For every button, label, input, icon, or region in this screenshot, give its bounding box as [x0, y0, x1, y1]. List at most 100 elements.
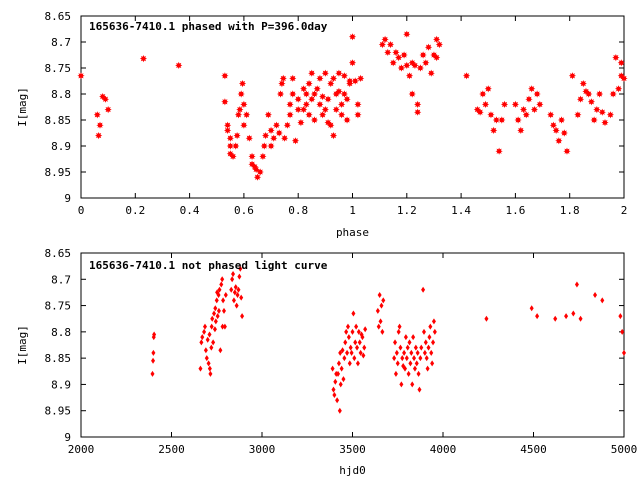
data-point: [397, 323, 402, 330]
data-point: [345, 323, 350, 330]
y-tick-label: 8.9: [51, 378, 71, 391]
data-point: [432, 328, 437, 335]
data-point: [259, 152, 267, 160]
data-point: [237, 273, 242, 280]
data-point: [618, 313, 623, 320]
data-point: [202, 323, 207, 330]
data-point: [407, 339, 412, 346]
x-tick-label: 3000: [249, 443, 276, 456]
data-point: [363, 326, 368, 333]
data-point: [431, 339, 436, 346]
data-point: [354, 111, 362, 119]
data-point: [278, 80, 286, 88]
y-tick-label: 8.75: [45, 300, 72, 313]
data-point: [93, 111, 101, 119]
data-point: [150, 370, 155, 377]
chart-title: 165636-7410.1 phased with P=396.0day: [89, 20, 328, 33]
data-point: [321, 69, 329, 77]
data-point: [330, 365, 335, 372]
data-point: [378, 318, 383, 325]
data-point: [213, 305, 218, 312]
data-point: [571, 310, 576, 317]
data-point: [332, 106, 340, 114]
data-point: [495, 147, 503, 155]
x-tick-label: 2000: [68, 443, 95, 456]
data-point: [281, 134, 289, 142]
data-point: [433, 35, 441, 43]
data-point: [267, 126, 275, 134]
data-point: [203, 347, 208, 354]
data-point: [199, 339, 204, 346]
data-point: [620, 74, 628, 82]
y-tick-label: 8.8: [51, 88, 71, 101]
data-point: [578, 315, 583, 322]
data-point: [424, 355, 429, 362]
data-point: [276, 90, 285, 98]
x-tick-label: 1.8: [560, 204, 580, 217]
data-point: [530, 106, 538, 114]
data-point: [484, 85, 492, 93]
x-tick-label: 3500: [339, 443, 366, 456]
data-point: [414, 108, 422, 116]
data-point: [435, 41, 443, 49]
data-point: [226, 142, 234, 150]
data-point: [427, 334, 432, 341]
data-point: [553, 315, 558, 322]
data-point: [349, 349, 354, 356]
data-point: [590, 116, 598, 124]
data-point: [400, 355, 405, 362]
data-point: [549, 121, 558, 129]
data-point: [101, 95, 110, 103]
data-point: [152, 331, 157, 338]
data-point: [329, 74, 338, 82]
data-point: [397, 64, 405, 72]
data-point: [426, 344, 431, 351]
data-series: [77, 30, 628, 181]
data-point: [511, 100, 519, 108]
data-point: [595, 90, 604, 98]
data-point: [514, 116, 522, 124]
data-point: [356, 328, 361, 335]
data-point: [283, 121, 291, 129]
data-point: [522, 111, 530, 119]
data-point: [593, 106, 601, 114]
data-point: [500, 100, 509, 108]
data-point: [535, 313, 540, 320]
data-point: [204, 355, 209, 362]
data-point: [427, 69, 435, 77]
data-point: [598, 108, 606, 116]
data-point: [402, 365, 407, 372]
data-point: [305, 80, 313, 88]
data-point: [264, 111, 272, 119]
data-point: [297, 119, 305, 127]
data-point: [481, 100, 490, 108]
data-point: [305, 111, 313, 119]
data-point: [216, 307, 221, 314]
data-point: [211, 339, 216, 346]
data-point: [525, 95, 533, 103]
data-point: [207, 365, 212, 372]
data-point: [479, 90, 487, 98]
data-point: [380, 328, 385, 335]
data-point: [411, 334, 416, 341]
data-point: [423, 339, 428, 346]
data-point: [560, 129, 568, 137]
data-point: [360, 334, 365, 341]
data-point: [230, 276, 235, 283]
data-point: [576, 95, 585, 103]
data-point: [321, 106, 329, 114]
data-point: [279, 74, 287, 82]
data-point: [240, 313, 245, 320]
data-point: [202, 328, 207, 335]
data-point: [221, 307, 226, 314]
data-point: [431, 318, 436, 325]
data-point: [395, 360, 400, 367]
data-point: [357, 339, 362, 346]
data-point: [357, 74, 365, 82]
data-point: [234, 302, 239, 309]
data-point: [338, 100, 346, 108]
data-point: [428, 323, 433, 330]
data-point: [198, 365, 203, 372]
data-point: [260, 142, 268, 150]
